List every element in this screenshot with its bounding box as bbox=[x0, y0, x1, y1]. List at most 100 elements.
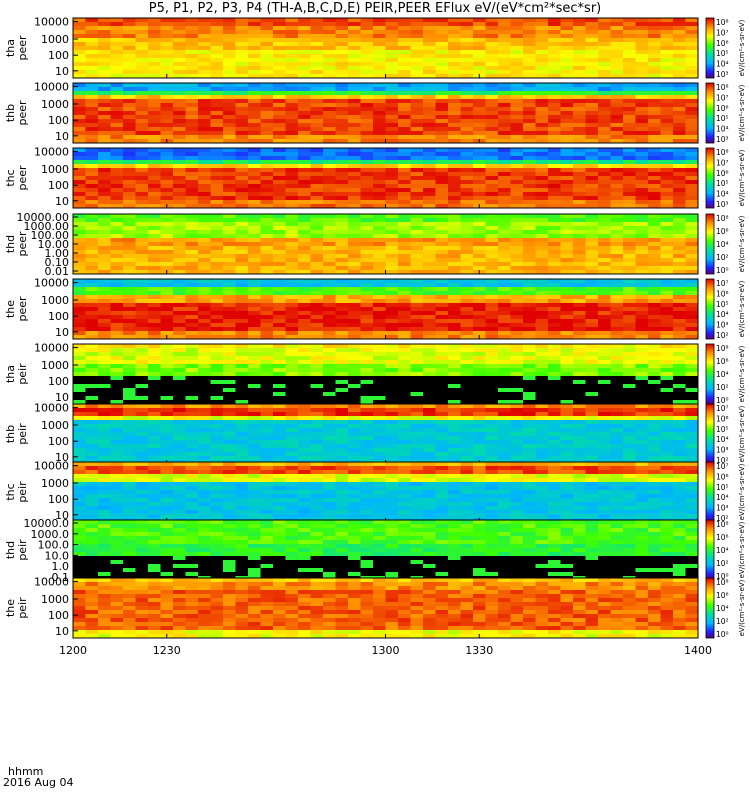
spectrogram-cell bbox=[123, 311, 136, 316]
spectrogram-cell bbox=[598, 295, 611, 300]
spectrogram-cell bbox=[310, 214, 324, 219]
spectrogram-cell bbox=[235, 38, 249, 43]
spectrogram-cell bbox=[148, 262, 161, 267]
spectrogram-cell bbox=[510, 180, 524, 185]
spectrogram-cell bbox=[573, 230, 586, 235]
spectrogram-cell bbox=[310, 46, 324, 51]
spectrogram-cell bbox=[398, 250, 411, 255]
spectrogram-cell bbox=[73, 30, 86, 35]
spectrogram-cell bbox=[610, 148, 624, 153]
spectrogram-cell bbox=[673, 380, 686, 385]
spectrogram-cell bbox=[98, 352, 111, 357]
spectrogram-cell bbox=[510, 404, 524, 409]
spectrogram-cell bbox=[298, 115, 311, 120]
spectrogram-cell bbox=[173, 127, 186, 132]
spectrogram-cell bbox=[98, 180, 111, 185]
spectrogram-cell bbox=[160, 266, 174, 271]
spectrogram-cell bbox=[73, 42, 86, 47]
spectrogram-cell bbox=[448, 54, 461, 59]
spectrogram-cell bbox=[410, 176, 424, 181]
spectrogram-cell bbox=[660, 396, 674, 401]
spectrogram-cell bbox=[148, 111, 161, 116]
spectrogram-cell bbox=[635, 408, 649, 413]
spectrogram-cell bbox=[135, 384, 149, 389]
spectrogram-cell bbox=[623, 327, 636, 332]
spectrogram-cell bbox=[510, 58, 524, 63]
spectrogram-cell bbox=[160, 200, 174, 205]
spectrogram-cell bbox=[373, 91, 386, 96]
spectrogram-cell bbox=[485, 368, 499, 373]
spectrogram-cell bbox=[235, 214, 249, 219]
spectrogram-cell bbox=[210, 303, 224, 308]
y-tick-label: 1.00 bbox=[45, 247, 70, 260]
spectrogram-cell bbox=[598, 242, 611, 247]
spectrogram-cell bbox=[510, 331, 524, 336]
spectrogram-cell bbox=[460, 424, 474, 429]
spectrogram-cell bbox=[410, 315, 424, 320]
spectrogram-cell bbox=[248, 246, 261, 251]
spectrogram-cell bbox=[210, 180, 224, 185]
spectrogram-cell bbox=[248, 372, 261, 377]
spectrogram-cell bbox=[98, 22, 111, 27]
spectrogram-cell bbox=[285, 319, 299, 324]
spectrogram-cell bbox=[123, 356, 136, 361]
spectrogram-cell bbox=[123, 254, 136, 259]
spectrogram-cell bbox=[435, 303, 449, 308]
spectrogram-cell bbox=[360, 18, 374, 23]
spectrogram-cell bbox=[373, 335, 386, 340]
spectrogram-cell bbox=[223, 327, 236, 332]
spectrogram-cell bbox=[210, 404, 224, 409]
spectrogram-cell bbox=[473, 131, 486, 136]
spectrogram-cell bbox=[685, 364, 699, 369]
spectrogram-cell bbox=[123, 246, 136, 251]
spectrogram-cell bbox=[110, 200, 124, 205]
spectrogram-cell bbox=[560, 303, 574, 308]
spectrogram-cell bbox=[298, 95, 311, 100]
spectrogram-cell bbox=[85, 135, 99, 140]
spectrogram-cell bbox=[73, 348, 86, 353]
spectrogram-cell bbox=[435, 380, 449, 385]
spectrogram-cell bbox=[585, 348, 599, 353]
spectrogram-cell bbox=[523, 348, 536, 353]
spectrogram-cell bbox=[448, 262, 461, 267]
spectrogram-cell bbox=[598, 103, 611, 108]
spectrogram-cell bbox=[173, 226, 186, 231]
spectrogram-cell bbox=[310, 352, 324, 357]
spectrogram-cell bbox=[673, 184, 686, 189]
spectrogram-cell bbox=[485, 50, 499, 55]
spectrogram-cell bbox=[523, 131, 536, 136]
spectrogram-cell bbox=[548, 58, 561, 63]
spectrogram-cell bbox=[685, 160, 699, 165]
spectrogram-cell bbox=[73, 323, 86, 328]
spectrogram-cell bbox=[660, 188, 674, 193]
spectrogram-cell bbox=[198, 62, 211, 67]
spectrogram-cell bbox=[385, 123, 399, 128]
spectrogram-cell bbox=[248, 168, 261, 173]
spectrogram-cell bbox=[648, 91, 661, 96]
spectrogram-cell bbox=[98, 42, 111, 47]
spectrogram-cell bbox=[548, 234, 561, 239]
y-tick-label: 100 bbox=[48, 179, 69, 192]
spectrogram-cell bbox=[335, 344, 349, 349]
spectrogram-cell bbox=[410, 70, 424, 75]
spectrogram-cell bbox=[510, 400, 524, 405]
spectrogram-cell bbox=[235, 262, 249, 267]
spectrogram-cell bbox=[185, 46, 199, 51]
spectrogram-cell bbox=[598, 180, 611, 185]
spectrogram-cell bbox=[110, 119, 124, 124]
spectrogram-cell bbox=[135, 307, 149, 312]
spectrogram-cell bbox=[273, 262, 286, 267]
spectrogram-cell bbox=[110, 242, 124, 247]
spectrogram-cell bbox=[323, 368, 336, 373]
spectrogram-cell bbox=[398, 266, 411, 271]
spectrogram-cell bbox=[260, 34, 274, 39]
spectrogram-cell bbox=[385, 176, 399, 181]
spectrogram-cell bbox=[210, 196, 224, 201]
spectrogram-cell bbox=[448, 335, 461, 340]
spectrogram-cell bbox=[360, 299, 374, 304]
spectrogram-cell bbox=[98, 348, 111, 353]
spectrogram-cell bbox=[98, 115, 111, 120]
spectrogram-cell bbox=[560, 270, 574, 275]
colorbar-tick-label: 10⁵ bbox=[716, 179, 729, 188]
spectrogram-cell bbox=[635, 404, 649, 409]
